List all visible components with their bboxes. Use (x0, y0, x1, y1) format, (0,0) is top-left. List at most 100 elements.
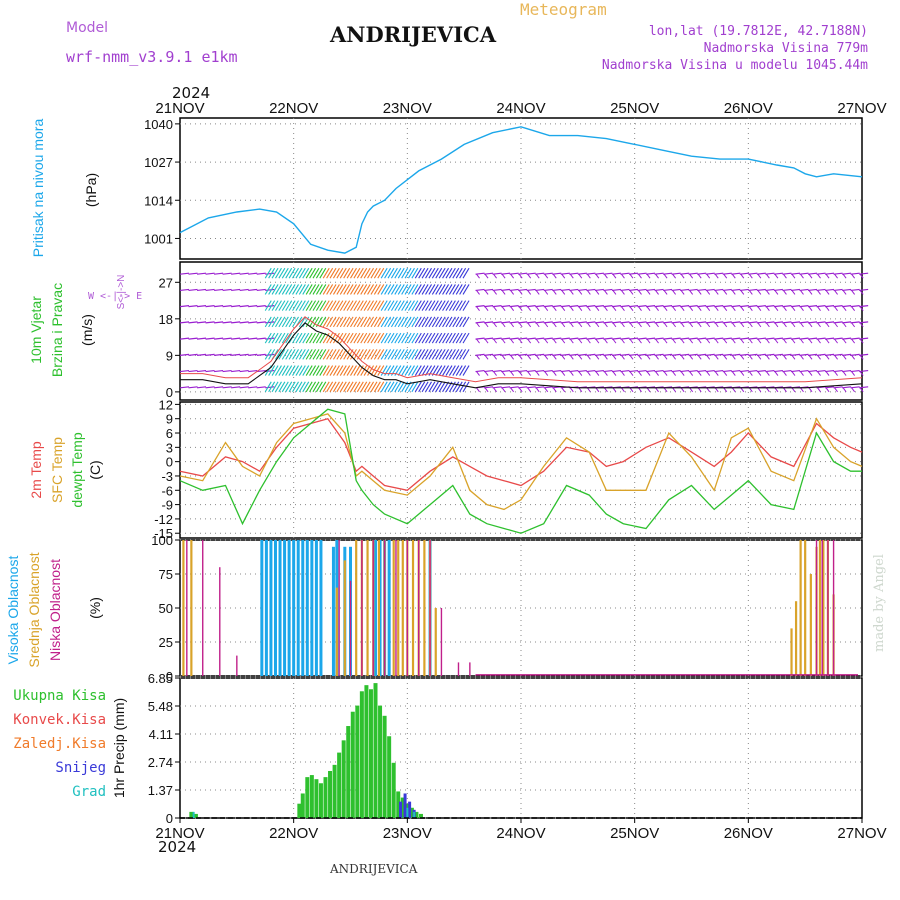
cloud-mid-bar (392, 540, 395, 676)
wind-barb-storm (445, 267, 453, 279)
wind-barb (621, 387, 625, 393)
wind-barb-storm (431, 267, 439, 279)
wind-barb (817, 322, 821, 328)
wind-barb-storm (275, 316, 282, 328)
wind-barb-storm (431, 300, 439, 311)
wind-barb-storm (407, 316, 415, 328)
wind-barb-storm (418, 284, 426, 295)
wind-barb-storm (421, 300, 429, 311)
wind-barb-storm (418, 300, 426, 311)
wind-barb (629, 355, 634, 360)
x-tick-label-top: 26NOV (724, 100, 773, 117)
wind-barb (638, 355, 642, 360)
wind-barb (646, 290, 651, 295)
wind-barb (859, 273, 864, 279)
wind-barb-storm (442, 316, 450, 328)
wind-barb (697, 290, 702, 295)
wind-barb (248, 353, 258, 356)
wind-barb-storm (343, 349, 351, 360)
wind-barb (842, 273, 847, 279)
cloud-mid-bar (818, 540, 822, 676)
wind-barb (672, 290, 677, 295)
wind-barb-storm (401, 316, 409, 328)
wind-barb-storm (363, 267, 371, 279)
wind-barb (509, 369, 519, 373)
precip-snow-bar (403, 793, 407, 818)
wind-barb (740, 355, 745, 360)
wind-barb (604, 387, 608, 393)
wind-barb-storm (445, 316, 453, 328)
x-tick-label-top: 25NOV (610, 100, 659, 117)
cloud-mid-bar (355, 540, 358, 676)
wind-axis-title-1: 10m Vjetar (28, 296, 44, 364)
wind-barb (765, 322, 770, 328)
wind-barb-storm (373, 349, 381, 360)
wind-barb (265, 272, 275, 275)
wind-barb-storm (411, 316, 419, 328)
wind-barb-storm (462, 381, 470, 393)
wind-barb (663, 371, 668, 376)
wind-barb-storm (414, 284, 422, 295)
wind-barb-storm (404, 349, 412, 360)
wind-barb (484, 355, 489, 360)
wind-barb (196, 305, 207, 308)
wind-barb-storm (418, 332, 426, 344)
wind-barb-storm (425, 349, 432, 360)
wind-barb (484, 290, 489, 295)
wind-barb-storm (343, 300, 351, 311)
wind-barb (783, 290, 787, 295)
wind-barb (484, 371, 489, 376)
y-tick-label: 6 (166, 426, 173, 441)
wind-barb-storm (281, 349, 289, 360)
wind-barb (672, 338, 677, 344)
wind-barb-storm (336, 349, 344, 360)
wind-barb-storm (336, 316, 344, 328)
wind-barb-storm (309, 284, 317, 295)
wind-barb (714, 371, 719, 376)
wind-barb (476, 371, 480, 376)
wind-barb (561, 322, 566, 328)
cloud-high-bar (310, 540, 314, 676)
wind-barb (493, 322, 497, 328)
wind-barb (851, 387, 856, 393)
wind-barb-storm (414, 267, 422, 279)
wind-barb (501, 273, 506, 279)
wind-barb (791, 371, 796, 376)
y-tick-label: 0 (166, 385, 173, 400)
wind-barb-storm (373, 332, 381, 344)
wind-barb (842, 306, 847, 311)
wind-barb-storm (390, 300, 398, 311)
wind-barb (586, 322, 591, 328)
cloud-unit: (%) (87, 597, 103, 619)
wind-barb-storm (445, 284, 453, 295)
wind-barb (179, 369, 190, 373)
wind-barb-storm (425, 300, 432, 311)
wind-barb (638, 387, 642, 393)
wind-barb (535, 290, 540, 295)
wind-barb (492, 321, 502, 324)
wind-barb-storm (315, 381, 323, 393)
x-tick-label-top: 23NOV (383, 100, 432, 117)
wind-barb (731, 322, 736, 328)
wind-barb (222, 353, 232, 356)
wind-barb (663, 355, 668, 360)
wind-barb (256, 386, 266, 389)
wind-barb-storm (384, 267, 392, 279)
wind-barb (800, 306, 804, 311)
wind-barb (188, 321, 198, 324)
wind-barb-storm (435, 381, 443, 393)
y-tick-label: -6 (161, 483, 173, 498)
wind-barb (783, 338, 787, 344)
wind-barb (629, 306, 634, 311)
cloud-mid-bar (822, 540, 825, 676)
wind-barb (561, 290, 566, 295)
wind-barb-storm (459, 284, 467, 295)
wind-barb-storm (343, 365, 351, 376)
wind-barb (518, 273, 523, 279)
wind-barb-storm (319, 381, 327, 393)
wind-barb (612, 387, 617, 393)
wind-barb-storm (281, 381, 289, 393)
wind-barb-storm (442, 332, 450, 344)
wind-barb-storm (336, 381, 344, 393)
cloud-high-bar (292, 540, 296, 676)
